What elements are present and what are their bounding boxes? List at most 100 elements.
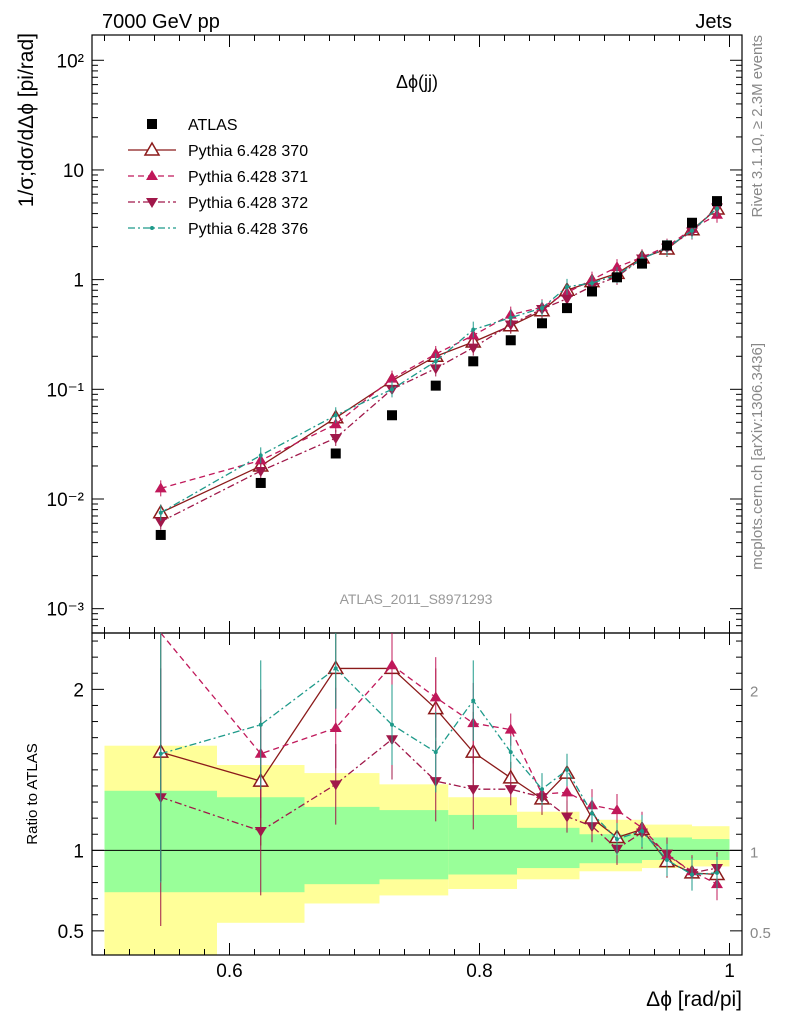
- legend-entry: ATLAS: [147, 117, 238, 134]
- ratio-point: [640, 829, 644, 834]
- x-tick-label: 1: [724, 961, 735, 982]
- main-y-tick-label: 10: [63, 161, 84, 182]
- legend-marker: [143, 141, 161, 156]
- ratio-point: [561, 786, 573, 797]
- ratio-plot-area: [91, 632, 743, 956]
- ratio-point: [158, 751, 163, 756]
- band-inner-segment: [304, 806, 380, 885]
- ratio-point: [390, 722, 394, 727]
- ratio-y-tick-label-right: 1: [750, 844, 758, 861]
- ratio-point: [540, 787, 544, 792]
- legend-entry: Pythia 6.428 376: [128, 221, 308, 238]
- ratio-point: [508, 750, 513, 755]
- mcplots-label: mcplots.cern.ch [arXiv:1306.3436]: [749, 343, 766, 570]
- ratio-point: [611, 804, 623, 815]
- analysis-watermark: ATLAS_2011_S8971293: [340, 591, 493, 607]
- ratio-point: [504, 785, 517, 796]
- data-point: [467, 343, 480, 354]
- data-point: [611, 261, 623, 272]
- ratio-plot-frame: [91, 632, 743, 956]
- ratio-point: [254, 827, 267, 838]
- data-point: [565, 284, 569, 289]
- legend-label: Pythia 6.428 371: [188, 169, 308, 186]
- ratio-y-axis-label: Ratio to ATLAS: [24, 743, 41, 844]
- data-point: [430, 380, 441, 391]
- ratio-point: [565, 767, 569, 772]
- ratio-point: [329, 780, 342, 791]
- ratio-point: [429, 691, 442, 702]
- legend-marker: [147, 119, 157, 129]
- axis-ticks: 10⁻³ 10⁻² 10⁻¹ 1 10 10² 0.6 0.8 1 0.5 0.5 1 1 2 2: [47, 35, 771, 982]
- ratio-point: [471, 698, 476, 703]
- ratio-point: [615, 837, 619, 842]
- ratio-point: [504, 723, 517, 734]
- x-tick-label: 0.8: [466, 961, 492, 982]
- data-point: [329, 433, 342, 444]
- data-point: [508, 315, 513, 320]
- data-point: [258, 453, 263, 458]
- ratio-series: [152, 632, 726, 927]
- data-point: [637, 258, 647, 269]
- data-point: [429, 347, 442, 358]
- series-line: [160, 214, 718, 489]
- legend-entry: Pythia 6.428 371: [128, 169, 308, 186]
- legend-entry: Pythia 6.428 370: [128, 141, 308, 160]
- data-point: [429, 364, 442, 375]
- data-point: [537, 318, 547, 329]
- ratio-point: [715, 870, 719, 875]
- legend: ATLAS Pythia 6.428 370 Pythia 6.428 371 Pyt…: [128, 117, 308, 238]
- main-y-tick-label: 10⁻³: [47, 600, 85, 621]
- header-left: 7000 GeV pp: [102, 11, 220, 33]
- data-point: [255, 477, 266, 488]
- ratio-point: [690, 872, 694, 877]
- main-y-tick-label: 1: [73, 271, 84, 292]
- ratio-y-tick-label: 1: [73, 841, 84, 862]
- ratio-point: [333, 666, 338, 671]
- main-y-axis-label: 1/σ;dσ/dΔϕ [pi/rad]: [15, 33, 38, 207]
- band-inner-segment: [448, 814, 517, 875]
- data-point: [587, 286, 597, 297]
- ratio-series-pythia-6-428-376: [158, 633, 719, 891]
- x-tick-label: 0.6: [216, 961, 242, 982]
- data-point: [687, 217, 697, 228]
- ratio-line: [160, 632, 718, 885]
- data-point: [471, 327, 476, 332]
- band-inner-segment: [517, 827, 580, 869]
- data-point: [562, 303, 572, 314]
- data-point: [433, 359, 438, 364]
- data-point: [154, 517, 167, 528]
- ratio-y-tick-label: 2: [73, 680, 84, 701]
- ratio-y-tick-label-right: 2: [750, 683, 758, 700]
- legend-label: Pythia 6.428 376: [188, 221, 308, 238]
- data-point: [386, 372, 398, 383]
- series-pythia-6-428-371: [154, 206, 723, 497]
- data-point: [468, 356, 479, 367]
- legend-label: ATLAS: [188, 117, 238, 134]
- main-y-tick-label: 10⁻²: [47, 490, 85, 511]
- data-point: [158, 510, 163, 515]
- ratio-point: [258, 722, 263, 727]
- ratio-point: [386, 659, 398, 670]
- data-point: [590, 281, 594, 286]
- legend-marker: [146, 198, 158, 208]
- data-point: [540, 306, 544, 311]
- ratio-point: [329, 721, 342, 732]
- data-point: [715, 206, 719, 211]
- legend-marker: [150, 226, 154, 230]
- data-point: [254, 466, 267, 477]
- ratio-point: [467, 785, 480, 796]
- header-right: Jets: [695, 11, 732, 33]
- x-axis-label: Δϕ [rad/pi]: [646, 988, 742, 1011]
- data-point: [155, 529, 166, 540]
- chart-title: Δϕ(jj): [396, 72, 438, 92]
- ratio-y-tick-label-right: 0.5: [750, 925, 771, 942]
- data-point: [662, 240, 672, 251]
- data-point: [690, 228, 694, 233]
- data-point: [561, 294, 573, 305]
- data-point: [333, 413, 338, 418]
- data-point: [505, 335, 516, 346]
- legend-marker: [146, 170, 158, 180]
- ratio-y-tick-label: 0.5: [58, 922, 84, 943]
- legend-label: Pythia 6.428 372: [188, 195, 308, 212]
- ratio-point: [590, 811, 594, 816]
